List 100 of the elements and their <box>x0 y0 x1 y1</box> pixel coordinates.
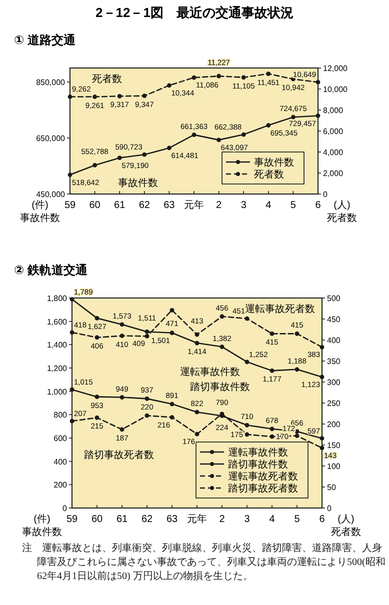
y-tick-label: 1,600 <box>46 317 68 326</box>
x-tick-label: 3 <box>244 514 250 525</box>
legend-label: 踏切事故件数 <box>228 458 288 470</box>
point <box>244 316 250 321</box>
point <box>266 72 271 76</box>
point <box>320 436 324 441</box>
point <box>120 322 124 327</box>
point <box>270 368 274 373</box>
y2-tick-label: 500 <box>327 294 341 303</box>
x-tick-label: 2 <box>219 514 226 525</box>
x-tick-label: 5 <box>294 514 300 525</box>
x-tick-label: 59 <box>66 514 78 525</box>
point <box>170 330 174 336</box>
y2-tick-label: 10,000 <box>323 85 348 94</box>
point <box>144 396 150 401</box>
y2-tick-label: 300 <box>327 378 341 387</box>
point <box>194 432 200 436</box>
annotation: 事故件数 <box>118 177 158 189</box>
point <box>120 427 124 432</box>
point <box>70 418 74 424</box>
y2-tick-label: 4,000 <box>323 148 344 157</box>
y2-tick-label: 8,000 <box>323 106 344 115</box>
chart-subtitle: ① 道路交通 <box>14 33 76 47</box>
y-tick-label: 1,800 <box>46 294 68 303</box>
point <box>270 434 274 439</box>
y-tick-label: 400 <box>54 457 68 466</box>
point <box>194 410 200 414</box>
point <box>94 335 100 340</box>
point <box>294 367 300 372</box>
y2-tick-label: 250 <box>327 399 341 408</box>
y-tick-label: 800 <box>54 410 68 420</box>
x-tick-label: 3 <box>240 200 247 211</box>
y2-tick-label: 0 <box>327 504 332 513</box>
point <box>291 114 296 120</box>
annotation: 運転事故件数 <box>180 366 240 378</box>
point <box>216 74 221 78</box>
point <box>316 114 320 118</box>
point <box>220 344 224 349</box>
y2-tick-label: 6,000 <box>323 127 344 136</box>
point <box>266 123 271 128</box>
point <box>144 330 150 334</box>
point <box>270 426 274 432</box>
point <box>244 422 250 428</box>
point <box>194 340 200 346</box>
y-tick-label: 200 <box>54 480 68 490</box>
point <box>294 434 300 438</box>
y2-tick-label: 50 <box>327 483 336 492</box>
x-tick-label: 63 <box>164 200 176 211</box>
point <box>170 308 174 312</box>
point <box>244 432 250 437</box>
y-tick-label: 600 <box>54 434 68 443</box>
point <box>144 413 150 418</box>
x-tick-label: 63 <box>166 514 178 525</box>
chart-title: 2－12－1図 最近の交通事故状況 <box>96 5 294 20</box>
y2-tick-label: 200 <box>327 420 341 429</box>
x-tick-label: 60 <box>91 514 103 525</box>
annotation: 踏切事故死者数 <box>84 449 154 461</box>
point <box>142 152 147 157</box>
legend-label: 踏切事故死者数 <box>228 482 298 494</box>
x-tick-label: 59 <box>64 200 76 211</box>
point <box>92 94 97 99</box>
point <box>92 163 97 168</box>
point <box>294 332 300 336</box>
y2-axis-title: (人) 死者数 <box>331 514 361 538</box>
point <box>170 415 174 420</box>
point <box>117 156 122 160</box>
point <box>170 402 174 406</box>
y-tick-label: 0 <box>62 504 68 513</box>
legend-label: 事故件数 <box>254 156 294 168</box>
point <box>120 334 124 338</box>
x-tick-label: 61 <box>116 514 128 525</box>
y2-tick-label: 100 <box>327 462 341 471</box>
legend-label: 運転事故件数 <box>228 446 288 458</box>
legend-label: 運転事故死者数 <box>228 470 298 482</box>
y2-tick-label: 150 <box>327 441 341 450</box>
point <box>120 395 124 400</box>
x-tick-label: 5 <box>290 200 296 211</box>
point <box>241 132 246 137</box>
point <box>94 416 100 420</box>
y2-tick-label: 400 <box>327 336 341 345</box>
y-tick-label: 650,000 <box>36 134 66 143</box>
y-tick-label: 850,000 <box>36 78 66 87</box>
point <box>70 330 74 335</box>
point <box>192 132 196 138</box>
point <box>68 172 72 177</box>
point <box>270 332 274 336</box>
x-tick-label: 61 <box>114 200 126 211</box>
annotation: 死者数 <box>92 73 122 85</box>
x-tick-label: 元年 <box>184 199 204 211</box>
point <box>241 75 246 80</box>
x-tick-label: 62 <box>138 200 150 211</box>
y2-tick-label: 2,000 <box>323 169 344 178</box>
point <box>142 94 147 98</box>
point <box>244 360 250 364</box>
y-tick-label: 450,000 <box>36 190 66 199</box>
y2-axis-title: (人) 死者数 <box>327 200 357 224</box>
x-tick-label: 60 <box>89 200 101 211</box>
y2-tick-label: 450 <box>327 315 341 324</box>
x-tick-label: 元年 <box>187 513 207 525</box>
point <box>220 314 224 319</box>
